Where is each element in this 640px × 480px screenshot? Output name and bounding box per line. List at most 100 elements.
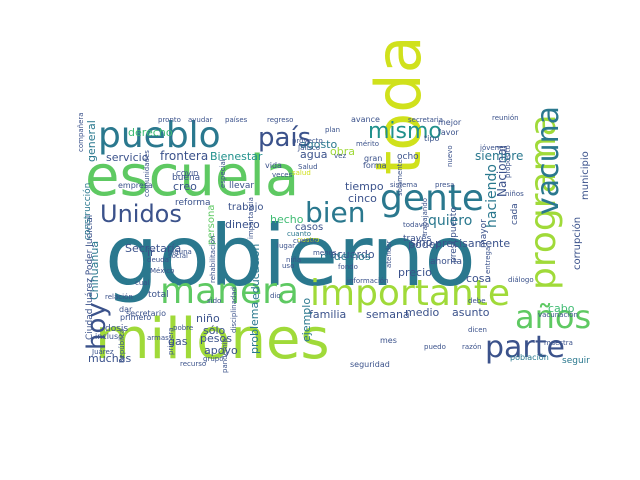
cloud-word: comunidades	[143, 150, 151, 197]
cloud-word: Secretaría	[125, 242, 181, 255]
cloud-word: llevar	[229, 181, 254, 191]
cloud-word: sino	[410, 236, 433, 249]
cloud-word: obra	[330, 145, 355, 158]
cloud-word: cada	[510, 203, 520, 225]
cloud-word: ayudar	[188, 116, 213, 124]
cloud-word: quiero	[428, 213, 472, 229]
cloud-word: México	[150, 267, 174, 275]
cloud-word: razón	[462, 343, 482, 351]
cloud-word: presupuesto	[449, 207, 459, 263]
cloud-word: niños	[505, 190, 524, 198]
cloud-word: COVID	[176, 170, 199, 178]
cloud-word: persona	[206, 205, 217, 245]
cloud-word: dio	[270, 292, 281, 300]
cloud-word: uso	[282, 262, 294, 270]
cloud-word: dosis	[105, 324, 128, 334]
cloud-word: tipo	[424, 134, 439, 143]
cloud-word: especial	[219, 159, 227, 188]
cloud-word: pueblo	[98, 115, 221, 156]
cloud-word: ejemplo	[300, 298, 313, 342]
cloud-word: Chihuahua	[88, 241, 101, 300]
cloud-word: Salud	[298, 163, 318, 171]
cloud-word: rehabilitación	[209, 235, 217, 283]
cloud-word: secretario	[126, 309, 166, 318]
cloud-word: veces	[272, 171, 293, 179]
cloud-word: vez	[334, 152, 346, 160]
cloud-word: Unidos	[100, 200, 182, 228]
cloud-word: toda	[362, 35, 435, 175]
cloud-word: información	[347, 277, 389, 285]
cloud-word: forma	[363, 161, 387, 170]
cloud-word: gente	[380, 178, 484, 219]
cloud-word: escuela	[85, 144, 299, 209]
cloud-word: mayor	[479, 219, 489, 248]
cloud-word: proyecto	[292, 137, 323, 145]
cloud-word: manera	[160, 271, 299, 312]
cloud-word: través	[403, 233, 432, 244]
cloud-word: creo	[173, 180, 197, 193]
cloud-word: empresa	[118, 181, 153, 190]
cloud-word: población	[510, 352, 549, 362]
cloud-word: social	[168, 252, 188, 260]
cloud-word: reunión	[492, 114, 519, 122]
cloud-word: dicen	[468, 326, 487, 334]
cloud-word: trabajo	[228, 202, 264, 213]
cloud-word: sistema	[390, 181, 417, 189]
cloud-word: precio	[398, 266, 432, 279]
cloud-word: favor	[438, 128, 459, 137]
cloud-word: mes	[380, 336, 397, 345]
cloud-word: importancia	[247, 197, 255, 239]
cloud-word: vacuna	[531, 106, 566, 215]
cloud-word: deuda	[147, 256, 169, 264]
cloud-word: pobre	[173, 324, 193, 332]
cloud-word: República	[118, 329, 126, 363]
cloud-word: Bienestar	[210, 150, 263, 163]
cloud-word: mérito	[356, 140, 379, 148]
cloud-word: precisamente	[435, 237, 510, 250]
cloud-word: cinco	[348, 192, 377, 205]
cloud-word: compañera	[77, 112, 85, 152]
cloud-word: dinero	[225, 218, 260, 231]
cloud-word: frontera	[160, 149, 208, 163]
cloud-word: medio	[405, 306, 440, 319]
cloud-word: años	[515, 298, 591, 336]
cloud-word: puedo	[424, 343, 446, 351]
cloud-word: alguna	[168, 248, 192, 256]
cloud-word: casos	[295, 222, 323, 233]
cloud-word: propósito	[504, 145, 512, 178]
cloud-word: programa	[523, 114, 564, 290]
cloud-word: recurso	[180, 360, 206, 368]
cloud-word: millones	[95, 307, 330, 372]
cloud-word: bien	[305, 196, 366, 229]
cloud-word: avance	[351, 115, 380, 124]
cloud-word: seguir	[562, 356, 590, 366]
cloud-word: grupo	[203, 355, 223, 363]
cloud-word: agua	[300, 148, 327, 161]
cloud-word: dar	[119, 305, 133, 314]
cloud-word: cabo	[548, 302, 575, 315]
cloud-word: podemos	[320, 250, 371, 263]
cloud-word: lugar	[277, 242, 295, 250]
cloud-word: maestra	[544, 339, 573, 347]
cloud-word: municipio	[580, 151, 591, 200]
cloud-word: agosto	[300, 138, 337, 151]
cloud-word: salud	[292, 169, 311, 177]
cloud-word: educación	[249, 244, 262, 300]
cloud-word: cosa	[466, 272, 491, 285]
cloud-word: servicio	[106, 151, 149, 164]
cloud-word: Nacional	[495, 145, 509, 197]
cloud-word: gobierno	[105, 207, 476, 305]
cloud-word: tiempo	[345, 180, 384, 193]
cloud-word: vida	[265, 161, 282, 170]
cloud-word: país	[258, 123, 311, 153]
cloud-word: Ciudad Juárez Poder Judicial	[85, 215, 95, 340]
cloud-word: pandemia	[221, 338, 229, 373]
cloud-word: vacunación	[538, 311, 578, 319]
cloud-word: atender	[385, 240, 393, 268]
cloud-word: países	[225, 116, 248, 124]
cloud-word: disciplinadad	[230, 287, 238, 333]
cloud-word: parte	[485, 330, 565, 365]
cloud-word: importante	[310, 273, 510, 314]
